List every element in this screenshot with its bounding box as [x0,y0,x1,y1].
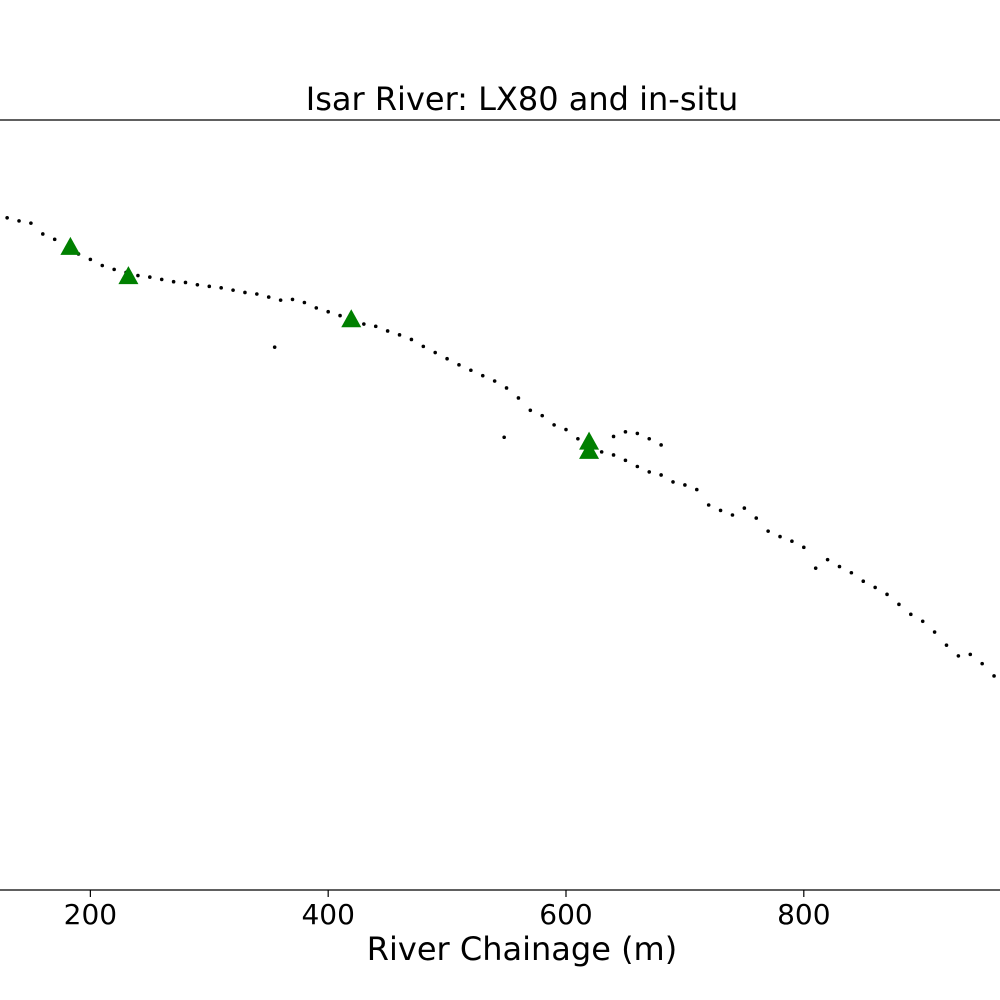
point [706,503,711,507]
point [183,280,188,285]
point [17,219,21,223]
point [766,529,770,533]
point [564,427,568,432]
point [980,661,984,666]
point [599,450,604,454]
point [992,674,996,678]
point [421,344,426,349]
x-tick-label: 400 [301,898,354,931]
point [112,267,116,272]
point [611,434,616,439]
point [742,506,747,510]
point [968,652,973,657]
point [730,513,735,517]
point [433,350,437,355]
point [457,363,461,367]
point [920,619,925,624]
point [635,464,640,469]
point [885,592,889,597]
point [552,423,556,427]
triangle-marker [579,431,600,450]
point [231,288,235,292]
x-axis-label: River Chainage (m) [367,930,677,968]
point [5,215,9,220]
point [148,275,152,279]
point [338,313,342,318]
point [659,443,663,447]
point [480,373,485,378]
point [41,232,45,236]
point [647,436,652,441]
point [278,298,283,302]
point [873,585,877,590]
point [255,292,259,296]
point [718,508,723,513]
point [576,436,580,441]
point [243,290,247,295]
point [29,221,33,225]
point [944,643,949,647]
x-tick-label: 200 [64,898,117,931]
point [492,379,497,383]
x-tick-label: 800 [777,898,830,931]
point [849,570,854,575]
point [932,630,937,634]
point [409,337,414,342]
triangle-marker [579,440,600,459]
point [825,557,830,562]
point [790,539,794,543]
point [469,368,473,373]
point [516,396,521,400]
point [647,470,652,474]
point [136,273,140,278]
point [909,612,913,617]
point [159,277,164,282]
point [314,306,319,310]
point [778,534,782,539]
point [528,408,533,413]
point [272,345,277,349]
point [100,263,105,268]
point [302,300,307,305]
point [897,602,901,607]
point [385,329,390,333]
point [540,413,545,418]
point [837,564,842,569]
point [88,257,93,262]
point [362,322,366,326]
point [373,324,378,329]
triangle-marker [60,236,81,255]
triangle-marker [341,309,362,328]
point [683,483,687,487]
point [623,430,628,434]
chart-title: Isar River: LX80 and in-situ [306,80,738,118]
point [861,579,866,584]
point [504,386,509,390]
triangle-marker [118,266,139,285]
point [694,487,699,492]
point [266,295,271,299]
point [623,458,628,463]
point [635,431,640,436]
point [326,309,330,314]
point [671,480,675,484]
point [754,516,759,520]
point [502,435,506,440]
point [659,473,663,477]
point [207,284,212,289]
point [171,279,176,284]
point [397,333,402,337]
point [219,286,223,290]
point [956,654,961,658]
point [195,282,200,287]
point [290,297,295,302]
point [445,356,449,361]
x-tick-label: 600 [539,898,592,931]
point [52,237,57,242]
point [813,566,818,570]
point [802,545,806,550]
point [611,453,616,457]
